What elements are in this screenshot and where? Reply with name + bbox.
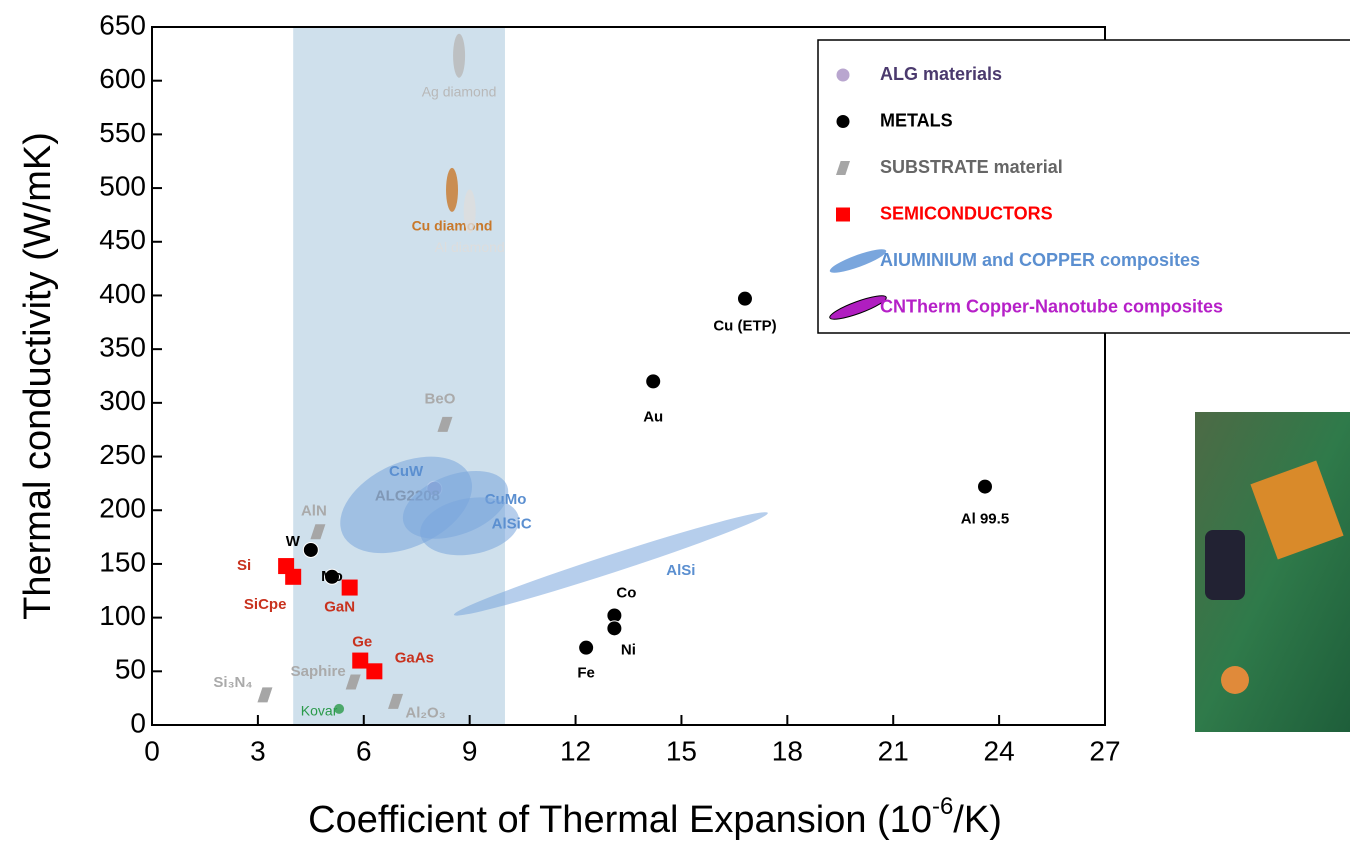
- x-tick-label: 6: [356, 735, 372, 766]
- legend-label: CNTherm Copper-Nanotube composites: [880, 296, 1223, 316]
- point-label: Saphire: [291, 663, 346, 680]
- point: [578, 639, 595, 656]
- point-label: Co: [616, 584, 636, 601]
- legend-marker: [829, 249, 887, 273]
- x-tick-label: 15: [666, 735, 697, 766]
- x-title-end: /K): [953, 799, 1002, 841]
- legend: ALG materials METALS SUBSTRATE material SEM…: [817, 39, 1350, 334]
- plot-frame: [151, 26, 1106, 726]
- annotation-label: Ag diamond: [422, 83, 497, 99]
- point-label: Al 99.5: [961, 511, 1009, 528]
- point: [645, 373, 662, 390]
- point-label: AlSiC: [492, 515, 532, 532]
- x-axis-title: Coefficient of Thermal Expansion (10-6/K…: [308, 793, 1002, 841]
- legend-label: ALG materials: [880, 64, 1002, 84]
- point-label: Au: [643, 408, 663, 425]
- point: [345, 674, 361, 690]
- legend-marker: [835, 67, 851, 83]
- x-tick-label: 24: [984, 735, 1015, 766]
- annotation-label: Al diamond: [435, 239, 505, 255]
- y-tick-label: 100: [99, 600, 146, 631]
- composite-region: [453, 512, 768, 616]
- y-tick-label: 350: [99, 332, 146, 363]
- legend-marker: [835, 114, 851, 129]
- annotation-mark: [453, 33, 466, 78]
- point-label: Mo: [321, 568, 343, 585]
- point: [302, 541, 319, 558]
- point: [437, 416, 453, 432]
- y-tick-label: 50: [115, 654, 146, 685]
- point-label: Ni: [621, 641, 636, 658]
- point-label: Cu (ETP): [713, 318, 776, 335]
- point-label: GaN: [324, 599, 355, 616]
- y-tick-label: 500: [99, 170, 146, 201]
- x-tick-label: 9: [462, 735, 478, 766]
- x-tick-label: 27: [1089, 735, 1120, 766]
- y-tick-label: 0: [130, 707, 146, 738]
- annotation-label: Cu diamond: [412, 218, 493, 234]
- point-label: AlN: [301, 503, 327, 520]
- point-label: CuW: [389, 463, 424, 480]
- point: [341, 579, 358, 596]
- point: [285, 568, 302, 585]
- legend-label: SUBSTRATE material: [880, 157, 1063, 177]
- point-label: Si: [237, 557, 251, 574]
- y-tick-label: 600: [99, 63, 146, 94]
- point: [976, 478, 993, 495]
- point: [366, 663, 383, 680]
- point-label: Ge: [352, 634, 372, 651]
- x-tick-label: 12: [560, 735, 591, 766]
- annotation-mark: [334, 703, 345, 714]
- point: [388, 693, 404, 709]
- point: [257, 687, 273, 703]
- x-tick-label: 21: [878, 735, 909, 766]
- composite-region: [420, 497, 520, 556]
- point: [352, 652, 369, 669]
- legend-label: AIUMINIUM and COPPER composites: [880, 250, 1200, 270]
- y-tick-label: 650: [99, 9, 146, 40]
- legend-label: METALS: [880, 110, 953, 130]
- point: [606, 620, 623, 637]
- highlight-band: [293, 27, 505, 725]
- x-tick-label: 3: [250, 735, 266, 766]
- y-tick-label: 550: [99, 117, 146, 148]
- annotation-label: Kovar: [301, 703, 338, 719]
- x-title-part: Coefficient of Thermal Expansion (10: [308, 799, 932, 841]
- x-tick-label: 0: [144, 735, 160, 766]
- legend-label: SEMICONDUCTORS: [880, 203, 1053, 223]
- photo: [1195, 412, 1350, 732]
- legend-marker: [836, 207, 850, 222]
- point: [310, 524, 326, 540]
- point: [324, 568, 341, 585]
- point-label: BeO: [425, 390, 456, 407]
- annotation-mark: [463, 189, 476, 234]
- point-label: W: [286, 533, 301, 550]
- point-label: Al₂O₃: [405, 704, 445, 721]
- point-label: GaAs: [395, 649, 434, 666]
- legend-marker: [836, 161, 850, 175]
- point-label: Fe: [577, 665, 595, 682]
- point-label: AlSi: [666, 562, 695, 579]
- y-axis-title: Thermal conductivity (W/mK): [17, 132, 59, 620]
- x-title-sup: -6: [932, 793, 953, 820]
- x-tick-label: 18: [772, 735, 803, 766]
- y-tick-label: 250: [99, 439, 146, 470]
- point: [736, 290, 753, 307]
- annotation-mark: [446, 167, 459, 212]
- point-label: Si₃N₄: [213, 674, 252, 691]
- y-tick-label: 150: [99, 546, 146, 577]
- y-tick-label: 200: [99, 493, 146, 524]
- y-tick-label: 400: [99, 278, 146, 309]
- point-label: SiCpe: [244, 596, 287, 613]
- legend-box: [817, 39, 1350, 334]
- legend-marker: [829, 295, 887, 320]
- y-tick-label: 300: [99, 385, 146, 416]
- y-tick-label: 450: [99, 224, 146, 255]
